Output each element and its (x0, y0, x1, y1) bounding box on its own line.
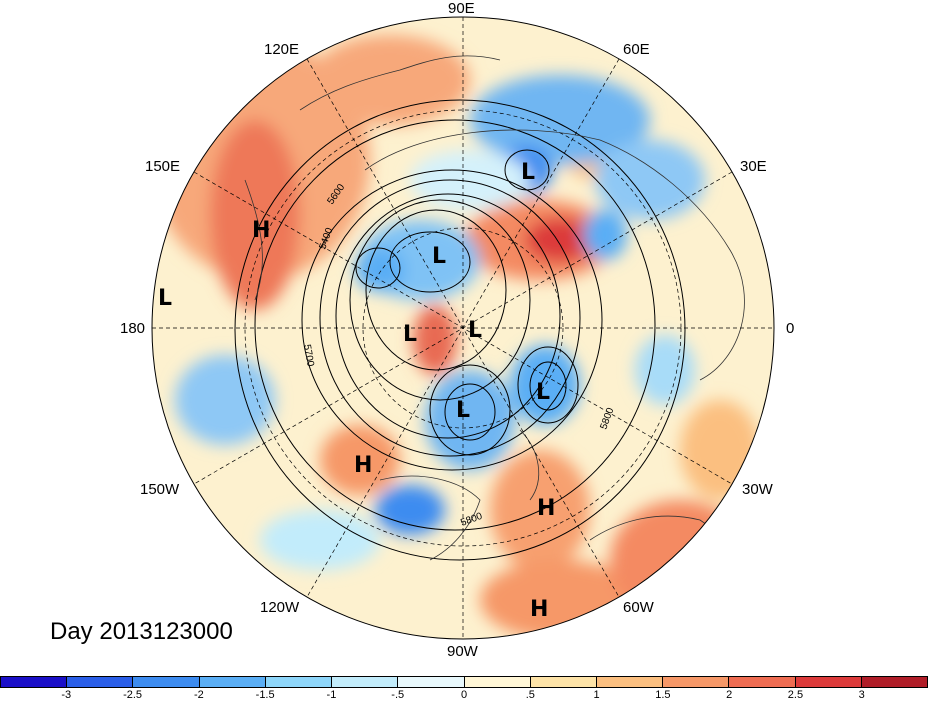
lon-label-180: 180 (120, 320, 146, 337)
low-marker: L (536, 380, 551, 405)
colorbar-segment (1, 677, 68, 687)
colorbar-segment (398, 677, 465, 687)
colorbar-tick-label: .5 (525, 689, 535, 701)
colorbar-segment (663, 677, 730, 687)
colorbar-tick-label: 3 (858, 689, 865, 701)
colorbar-segment (67, 677, 134, 687)
lon-label-30e: 30E (740, 158, 767, 175)
lon-label-60e: 60E (623, 41, 650, 58)
colorbar-segment (265, 677, 333, 687)
anomaly-shading (152, 17, 774, 639)
contour-label-5700: 5700 (301, 344, 316, 368)
high-marker: H (530, 597, 549, 622)
low-marker: L (403, 322, 418, 347)
colorbar-segment (332, 677, 399, 687)
low-marker: L (456, 398, 471, 423)
colorbar-tick-label: -3 (61, 689, 72, 701)
map-boundary (151, 16, 775, 640)
lon-label-150w: 150W (140, 481, 180, 498)
low-marker: L (521, 160, 536, 185)
colorbar-segment (596, 677, 664, 687)
colorbar-segment (530, 677, 597, 687)
date-title: Day 2013123000 (50, 618, 233, 645)
colorbar-tick-label: -1 (326, 689, 337, 701)
colorbar-segment (861, 677, 928, 687)
colorbar-segment (199, 677, 266, 687)
colorbar-tick-label: 2 (726, 689, 733, 701)
lon-label-120e: 120E (264, 41, 300, 58)
lon-label-120w: 120W (260, 599, 300, 616)
colorbar-tick-label: -2.5 (123, 689, 143, 701)
high-marker: H (252, 218, 271, 243)
high-marker: H (354, 453, 373, 478)
graticule (152, 17, 774, 639)
colorbar-segment (795, 677, 862, 687)
colorbar-tick-label: 1.5 (655, 689, 671, 701)
low-marker: L (432, 244, 447, 269)
colorbar-segment (464, 677, 531, 687)
lon-label-30w: 30W (742, 481, 773, 498)
height-contours (234, 99, 686, 561)
lon-label-90w: 90W (447, 643, 478, 660)
lon-label-0: 0 (786, 320, 795, 337)
colorbar-segment (729, 677, 796, 687)
colorbar-tick-label: -.5 (391, 689, 405, 701)
low-marker: L (158, 286, 173, 311)
colorbar-tick-label: 2.5 (787, 689, 804, 701)
low-marker: L (468, 318, 483, 343)
colorbar (0, 676, 928, 688)
lon-label-150e: 150E (145, 158, 181, 175)
high-marker: H (537, 496, 556, 521)
colorbar-tick-label: -2 (193, 689, 204, 701)
colorbar-tick-label: 1 (593, 689, 600, 701)
lon-label-60w: 60W (623, 599, 654, 616)
colorbar-segment (133, 677, 200, 687)
lon-label-90e: 90E (448, 0, 475, 17)
colorbar-tick-label: -1.5 (255, 689, 275, 701)
colorbar-tick-label: 0 (460, 689, 468, 701)
